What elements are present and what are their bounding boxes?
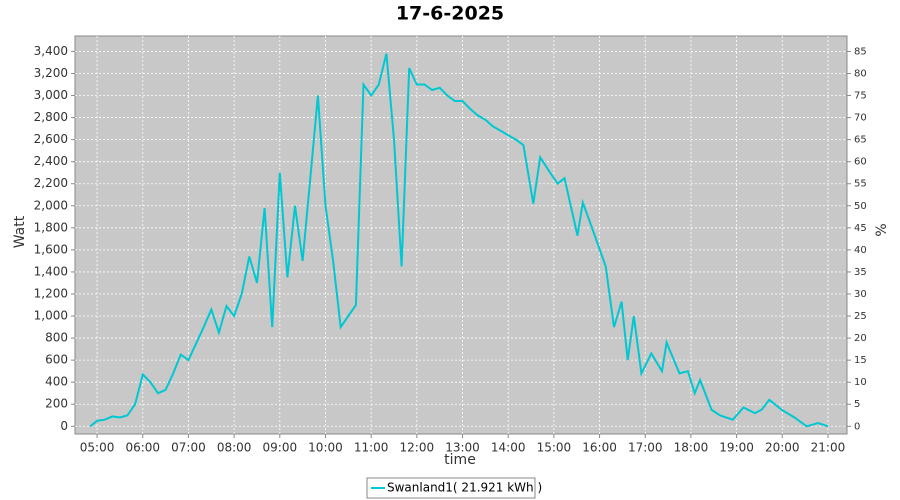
- y-tick-label: 0: [60, 419, 68, 433]
- x-tick-label: 12:00: [400, 441, 435, 455]
- y-tick-label: 3,000: [34, 88, 68, 102]
- y2-tick-label: 30: [854, 289, 867, 300]
- x-tick-label: 13:00: [445, 441, 480, 455]
- x-tick-label: 06:00: [125, 441, 160, 455]
- y2-tick-label: 45: [854, 223, 867, 234]
- y2-tick-label: 75: [854, 91, 867, 102]
- x-tick-label: 10:00: [308, 441, 343, 455]
- y-tick-label: 3,200: [34, 66, 68, 80]
- y2-tick-label: 35: [854, 267, 867, 278]
- legend-box: [366, 477, 536, 499]
- x-tick-label: 20:00: [765, 441, 800, 455]
- y-tick-label: 2,600: [34, 132, 68, 146]
- y2-axis-title: %: [874, 223, 890, 236]
- y2-tick-label: 40: [854, 245, 867, 256]
- x-tick-label: 21:00: [811, 441, 846, 455]
- y-tick-label: 1,000: [34, 309, 68, 323]
- y-tick-label: 1,800: [34, 220, 68, 234]
- x-tick-label: 17:00: [628, 441, 663, 455]
- y-tick-label: 400: [45, 375, 68, 389]
- x-tick-label: 08:00: [217, 441, 252, 455]
- y-tick-label: 1,600: [34, 242, 68, 256]
- x-axis-title: time: [444, 452, 476, 468]
- y-tick-label: 600: [45, 353, 68, 367]
- y2-tick-label: 80: [854, 68, 867, 79]
- y2-tick-label: 10: [854, 377, 867, 388]
- x-tick-label: 14:00: [491, 441, 526, 455]
- y-tick-label: 1,400: [34, 264, 68, 278]
- y2-tick-label: 60: [854, 157, 867, 168]
- y2-tick-label: 55: [854, 179, 867, 190]
- y2-tick-label: 5: [854, 399, 860, 410]
- y-tick-label: 2,400: [34, 154, 68, 168]
- plot-area: [74, 35, 848, 435]
- x-tick-label: 18:00: [674, 441, 709, 455]
- y2-tick-label: 70: [854, 113, 867, 124]
- y-tick-label: 1,200: [34, 286, 68, 300]
- y-axis-title: Watt: [12, 215, 28, 248]
- y2-tick-label: 20: [854, 333, 867, 344]
- x-tick-label: 11:00: [354, 441, 389, 455]
- y-tick-label: 2,200: [34, 176, 68, 190]
- line-series: [89, 53, 829, 428]
- chart-title: 17-6-2025: [396, 3, 504, 25]
- y2-tick-label: 85: [854, 46, 867, 57]
- y-tick-label: 3,400: [34, 44, 68, 58]
- x-tick-label: 15:00: [537, 441, 572, 455]
- x-tick-label: 09:00: [263, 441, 298, 455]
- y2-tick-label: 25: [854, 311, 867, 322]
- x-tick-label: 05:00: [80, 441, 115, 455]
- y2-tick-label: 0: [854, 421, 860, 432]
- x-tick-label: 19:00: [719, 441, 754, 455]
- x-tick-label: 16:00: [582, 441, 617, 455]
- y2-tick-label: 65: [854, 135, 867, 146]
- y-tick-label: 200: [45, 397, 68, 411]
- x-tick-label: 07:00: [171, 441, 206, 455]
- y2-tick-label: 50: [854, 201, 867, 212]
- y-tick-label: 800: [45, 331, 68, 345]
- legend-label: Swanland1( 21.921 kWh ): [387, 481, 542, 495]
- y-tick-label: 2,800: [34, 110, 68, 124]
- y-tick-label: 2,000: [34, 198, 68, 212]
- y2-tick-label: 15: [854, 355, 867, 366]
